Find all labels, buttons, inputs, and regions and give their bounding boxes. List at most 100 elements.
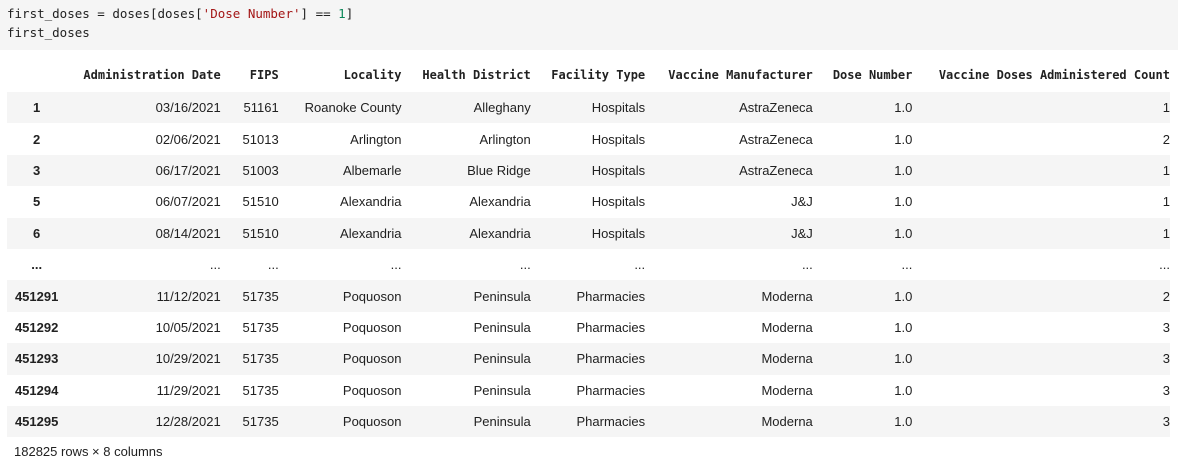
table-cell: Moderna: [761, 351, 813, 367]
table-cell: ...: [1159, 257, 1170, 273]
table-cell: 1: [1162, 162, 1170, 178]
table-cell: 3: [1162, 414, 1170, 430]
table-cell: Moderna: [761, 288, 813, 304]
table-cell: ...: [390, 257, 402, 273]
code-string-literal: 'Dose Number': [202, 6, 301, 21]
row-index: ...: [31, 257, 43, 273]
table-cell: 1.0: [894, 194, 913, 210]
table-cell: Roanoke County: [304, 100, 402, 116]
table-cell: 1.0: [894, 100, 913, 116]
table-cell: ...: [519, 257, 531, 273]
table-cell: Alexandria: [340, 194, 402, 210]
code-line-2: first_doses: [7, 25, 90, 40]
table-cell: 03/16/2021: [155, 100, 221, 116]
table-cell: Pharmacies: [576, 414, 646, 430]
table-row: 2 02/06/2021 51013 Arlington Arlington Hospit…: [7, 123, 1170, 154]
table-cell: 1: [1162, 225, 1170, 241]
table-cell: Alexandria: [469, 194, 531, 210]
table-cell: Pharmacies: [576, 351, 646, 367]
table-row: 451291 11/12/2021 51735 Poquoson Peninsula Ph…: [7, 280, 1170, 312]
table-cell: Alexandria: [469, 225, 531, 241]
table-cell: Hospitals: [591, 225, 646, 241]
table-cell: 1: [1162, 194, 1170, 210]
table-cell: 1.0: [894, 162, 913, 178]
table-cell: 08/14/2021: [155, 225, 221, 241]
table-cell: Moderna: [761, 414, 813, 430]
table-cell: Alexandria: [340, 225, 402, 241]
table-cell: ...: [209, 257, 221, 273]
table-cell: 12/28/2021: [155, 414, 221, 430]
index-header: [7, 58, 66, 92]
table-cell: 1.0: [894, 382, 913, 398]
table-cell: 1.0: [894, 351, 913, 367]
column-header: Locality: [343, 68, 402, 82]
table-cell: 1.0: [894, 131, 913, 147]
table-cell: 3: [1162, 351, 1170, 367]
table-cell: Peninsula: [473, 319, 531, 335]
table-body: 1 03/16/2021 51161 Roanoke County Alleghany H…: [7, 92, 1170, 438]
table-cell: 1.0: [894, 414, 913, 430]
table-cell: ...: [634, 257, 646, 273]
table-cell: Hospitals: [591, 194, 646, 210]
table-row: 451293 10/29/2021 51735 Poquoson Peninsula Ph…: [7, 343, 1170, 375]
table-cell: 51735: [242, 351, 279, 367]
table-cell: 51735: [242, 414, 279, 430]
table-cell: 1.0: [894, 225, 913, 241]
cell-output: Administration Date FIPS Locality Health Di…: [0, 50, 1178, 459]
table-cell: Poquoson: [342, 319, 402, 335]
row-index: 6: [33, 225, 41, 241]
table-cell: Poquoson: [342, 382, 402, 398]
table-row: 3 06/17/2021 51003 Albemarle Blue Ridge Hospi…: [7, 154, 1170, 187]
table-cell: Peninsula: [473, 288, 531, 304]
table-cell: 06/17/2021: [155, 162, 221, 178]
table-cell: Poquoson: [342, 414, 402, 430]
table-row: 5 06/07/2021 51510 Alexandria Alexandria Hosp…: [7, 186, 1170, 217]
row-index: 5: [33, 194, 41, 210]
column-header: Vaccine Manufacturer: [668, 68, 813, 82]
code-number-literal: 1: [338, 6, 346, 21]
table-cell: Peninsula: [473, 382, 531, 398]
row-index: 451295: [14, 414, 59, 430]
table-cell: 06/07/2021: [155, 194, 221, 210]
table-cell: Hospitals: [591, 162, 646, 178]
table-cell: Pharmacies: [576, 288, 646, 304]
table-cell: 2: [1162, 131, 1170, 147]
table-cell: Poquoson: [342, 288, 402, 304]
row-index: 451294: [14, 382, 59, 398]
table-cell: J&J: [791, 225, 813, 241]
table-cell: AstraZeneca: [739, 162, 813, 178]
column-header: Health District: [422, 68, 531, 82]
column-header: Administration Date: [83, 68, 221, 82]
dataframe-shape-summary: 182825 rows × 8 columns: [14, 444, 163, 460]
table-cell: 3: [1162, 382, 1170, 398]
table-cell: Moderna: [761, 319, 813, 335]
table-cell: Arlington: [350, 131, 402, 147]
table-cell: 3: [1162, 319, 1170, 335]
table-cell: 1: [1162, 100, 1170, 116]
table-cell: Arlington: [479, 131, 531, 147]
table-row: 451294 11/29/2021 51735 Poquoson Peninsula Ph…: [7, 375, 1170, 406]
table-cell: 51735: [242, 288, 279, 304]
row-index: 1: [33, 100, 41, 116]
column-header: FIPS: [249, 68, 279, 82]
table-cell: 10/29/2021: [155, 351, 221, 367]
header-row: Administration Date FIPS Locality Health Di…: [7, 58, 1170, 92]
table-cell: AstraZeneca: [739, 131, 813, 147]
code-cell-input[interactable]: first_doses = doses[doses['Dose Number']…: [0, 0, 1178, 50]
table-header: Administration Date FIPS Locality Health Di…: [7, 58, 1170, 92]
table-cell: Hospitals: [591, 131, 646, 147]
table-cell: 51510: [242, 194, 279, 210]
table-cell: Pharmacies: [576, 319, 646, 335]
table-cell: Peninsula: [473, 414, 531, 430]
code-text: ]: [345, 6, 354, 21]
table-cell: 10/05/2021: [155, 319, 221, 335]
code-text: first_doses = doses[doses[: [7, 6, 203, 21]
table-row: 451295 12/28/2021 51735 Poquoson Peninsula Ph…: [7, 405, 1170, 438]
table-row: ...........................: [7, 249, 1170, 280]
table-cell: J&J: [791, 194, 813, 210]
table-cell: 51013: [242, 131, 279, 147]
table-row: 451292 10/05/2021 51735 Poquoson Peninsula Ph…: [7, 312, 1170, 343]
table-cell: AstraZeneca: [739, 100, 813, 116]
table-cell: Poquoson: [342, 351, 402, 367]
code-text: ] ==: [300, 6, 339, 21]
